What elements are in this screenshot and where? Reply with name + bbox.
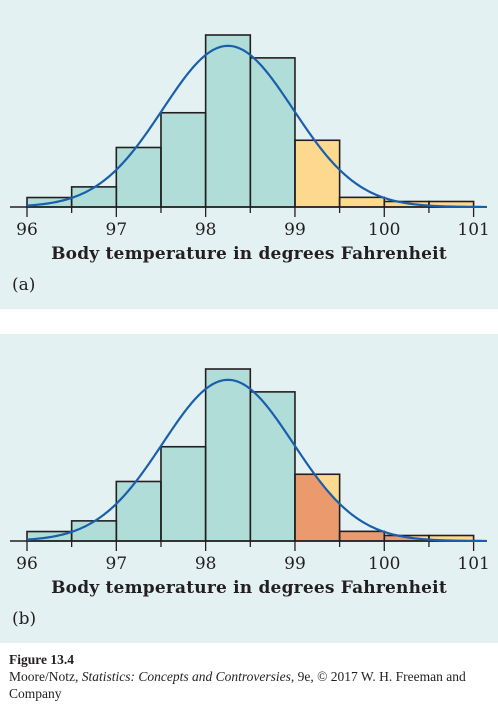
caption-book-title: Statistics: Concepts and Controversies [81,669,291,684]
histogram-bar-7 [294,140,340,207]
histogram-bar-4 [160,112,206,207]
caption-details: , 9e, © 2017 W. H. Freeman and Company [9,669,466,701]
histogram-bar-10 [428,201,474,207]
x-tick-label: 101 [457,220,489,240]
x-tick-label: 100 [368,554,400,574]
x-axis-label-a: Body temperature in degrees Fahrenheit [51,244,447,264]
histogram-bar-4 [160,446,206,541]
x-tick-label: 98 [195,554,217,574]
histogram-bar-6 [250,57,295,207]
x-tick-label: 97 [106,220,128,240]
histogram-bar-2 [71,520,117,541]
x-tick-label: 96 [16,220,38,240]
x-tick-label: 99 [284,554,306,574]
x-tick-label: 100 [368,220,400,240]
histogram-bar-3 [116,147,161,207]
x-tick-label: 97 [106,554,128,574]
histogram-bar-5 [205,35,251,207]
x-tick-label: 99 [284,220,306,240]
histogram-bar-6 [250,391,295,541]
normal-curve [26,44,487,209]
panel-label-b: (b) [12,609,37,629]
histogram-bar-8 [339,197,385,207]
normal-curve [26,378,487,543]
histogram-bar-3 [116,481,161,541]
histogram-bar-5 [205,369,251,541]
x-tick-label: 98 [195,220,217,240]
figure-number: Figure 13.4 [9,652,74,667]
histogram-b: 96 97 98 99 100 101 [10,368,490,574]
histogram-bar-2 [71,186,117,207]
histogram-bar-10 [428,535,474,541]
figure-caption: Figure 13.4 Moore/Notz, Statistics: Conc… [9,651,489,702]
x-tick-label: 96 [16,554,38,574]
chart-panel-b: 96 97 98 99 100 101 Body temperature in degre… [0,334,498,643]
shaded-tail-area [294,445,474,541]
chart-panel-a: 96 97 98 99 100 101 Body temperature in degre… [0,0,498,309]
caption-authors: Moore/Notz, [9,669,82,684]
x-tick-label: 101 [457,554,489,574]
histogram-a: 96 97 98 99 100 101 [10,34,490,240]
x-axis-label-b: Body temperature in degrees Fahrenheit [51,578,447,598]
panel-label-a: (a) [12,275,36,295]
